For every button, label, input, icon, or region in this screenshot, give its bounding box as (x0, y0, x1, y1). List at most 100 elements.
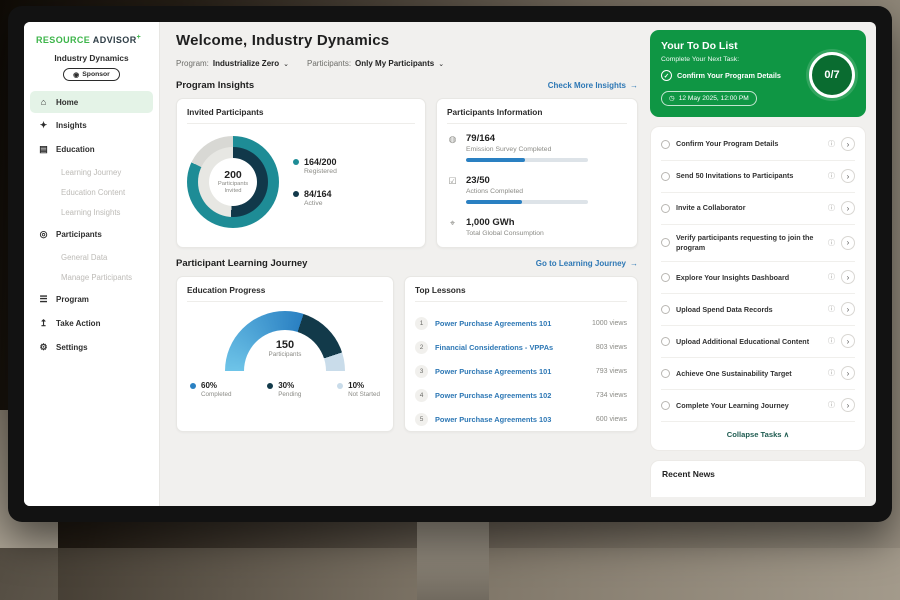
chevron-right-button[interactable]: › (841, 334, 855, 349)
recent-news-header[interactable]: Recent News (650, 459, 866, 497)
lesson-link[interactable]: Financial Considerations - VPPAs (435, 342, 554, 352)
task-checkbox[interactable] (661, 139, 670, 149)
sidebar-item-take-action[interactable]: ↥ Take Action (30, 312, 153, 335)
org-name: Industry Dynamics (54, 53, 129, 63)
program-insights-header: Program Insights Check More Insights → (176, 80, 638, 91)
todo-task-row[interactable]: Achieve One Sustainability Target ⓘ › (661, 358, 855, 390)
todo-task-row[interactable]: Complete Your Learning Journey ⓘ › (661, 390, 855, 422)
legend-active: 84/164 Active (293, 189, 337, 207)
lesson-views: 793 views (595, 367, 627, 375)
todo-progress-ring: 0/7 (809, 52, 855, 98)
chevron-right-button[interactable]: › (841, 169, 855, 183)
sidebar-item-program[interactable]: ☰ Program (30, 288, 153, 311)
program-filter-value: Industrialize Zero (212, 59, 280, 68)
program-filter-dropdown[interactable]: Program: Industrialize Zero ⌄ (176, 59, 289, 68)
stat-global-consumption: ⌖ 1,000 GWh Total Global Consumption (447, 217, 627, 242)
todo-tasks-card: Confirm Your Program Details ⓘ › Send 50… (650, 125, 866, 451)
gauge-center-value: 150 (275, 339, 295, 351)
chevron-right-button[interactable]: › (841, 235, 855, 250)
chevron-right-button[interactable]: › (841, 302, 855, 317)
sidebar-item-education[interactable]: ▤ Education (30, 138, 153, 161)
todo-task-row[interactable]: Explore Your Insights Dashboard ⓘ › (661, 262, 855, 294)
check-more-insights-link[interactable]: Check More Insights → (548, 81, 638, 90)
task-checkbox[interactable] (661, 272, 670, 282)
lesson-link[interactable]: Power Purchase Agreements 103 (435, 414, 552, 424)
chevron-right-button[interactable]: › (841, 137, 855, 151)
sidebar-item-label: Take Action (56, 319, 101, 328)
sidebar-item-learning-journey[interactable]: Learning Journey (61, 167, 122, 177)
sidebar-item-education-content[interactable]: Education Content (61, 187, 126, 197)
chevron-right-icon: › (846, 203, 850, 213)
chevron-right-button[interactable]: › (841, 398, 855, 413)
todo-task-row[interactable]: Verify participants requesting to join t… (661, 225, 855, 262)
chevron-right-button[interactable]: › (841, 201, 855, 215)
sidebar-item-settings[interactable]: ⚙ Settings (30, 336, 153, 359)
lesson-link[interactable]: Power Purchase Agreements 101 (435, 366, 552, 376)
todo-summary-card: Your To Do List Complete Your Next Task:… (650, 30, 866, 117)
chevron-right-button[interactable]: › (841, 366, 855, 381)
todo-title: Your To Do List (661, 40, 738, 52)
legend-value: 30% (278, 381, 295, 390)
stat-label: Emission Survey Completed (466, 146, 552, 153)
check-icon: ✓ (663, 72, 670, 80)
info-icon: ⓘ (828, 370, 835, 378)
logo-plus: + (136, 34, 142, 41)
invited-chart-body: 200 Participants Invited (187, 133, 415, 228)
lesson-row: 3 Power Purchase Agreements 101 793 view… (415, 359, 627, 383)
task-checkbox[interactable] (661, 171, 670, 181)
legend-not-started: 10% Not Started (337, 381, 380, 398)
todo-task-row[interactable]: Confirm Your Program Details ⓘ › (661, 129, 855, 161)
lesson-row: 5 Power Purchase Agreements 103 600 view… (415, 407, 627, 431)
lesson-link[interactable]: Power Purchase Agreements 102 (435, 390, 552, 400)
sidebar-item-general-data[interactable]: General Data (61, 252, 108, 262)
legend-dot-registered (293, 159, 299, 165)
sidebar-item-label: Settings (56, 343, 88, 352)
stat-actions-completed: ☑ 23/50 Actions Completed (447, 175, 627, 204)
learning-card-row: Education Progress 150 Participants (176, 276, 638, 432)
sidebar-item-manage-participants[interactable]: Manage Participants (61, 272, 133, 282)
task-label: Achieve One Sustainability Target (676, 368, 792, 378)
chevron-right-icon: › (846, 368, 850, 378)
insights-card-row: Invited Participants 200 Participants In… (176, 98, 638, 248)
todo-task-row[interactable]: Send 50 Invitations to Participants ⓘ › (661, 161, 855, 193)
todo-task-row[interactable]: Invite a Collaborator ⓘ › (661, 193, 855, 225)
legend-label: Active (304, 200, 323, 207)
legend-dot-pending (267, 383, 274, 389)
app-screen: RESOURCE ADVISOR+ Industry Dynamics ◉ Sp… (24, 22, 876, 506)
check-circle-icon: ✓ (661, 70, 672, 81)
todo-task-row[interactable]: Upload Spend Data Records ⓘ › (661, 294, 855, 326)
lesson-views: 1000 views (591, 319, 627, 327)
todo-task-row[interactable]: Upload Additional Educational Content ⓘ … (661, 326, 855, 358)
stat-value: 79/164 (466, 133, 496, 144)
task-checkbox[interactable] (661, 336, 670, 346)
sidebar-item-insights[interactable]: ✦ Insights (30, 114, 153, 137)
todo-subtitle: Complete Your Next Task: (661, 56, 740, 63)
sidebar-item-learning-insights[interactable]: Learning Insights (61, 207, 121, 217)
task-checkbox[interactable] (661, 400, 670, 410)
task-checkbox[interactable] (661, 238, 670, 248)
chevron-right-button[interactable]: › (841, 270, 855, 285)
invited-participants-card: Invited Participants 200 Participants In… (176, 98, 426, 248)
stat-value: 1,000 GWh (466, 217, 515, 228)
task-checkbox[interactable] (661, 203, 670, 213)
sidebar-item-home[interactable]: ⌂ Home (30, 91, 153, 113)
lesson-link[interactable]: Power Purchase Agreements 101 (435, 318, 552, 328)
take-action-icon: ↥ (39, 318, 48, 328)
task-label: Verify participants requesting to join t… (676, 233, 814, 252)
task-checkbox[interactable] (661, 304, 670, 314)
sidebar-item-label: Participants (56, 230, 102, 239)
collapse-tasks-button[interactable]: Collapse Tasks ∧ (661, 422, 855, 448)
info-icon: ⓘ (828, 338, 835, 346)
link-label: Check More Insights (547, 81, 626, 90)
lesson-rank: 5 (415, 412, 428, 426)
legend-registered: 164/200 Registered (293, 157, 337, 175)
todo-next-task[interactable]: ✓ Confirm Your Program Details (661, 70, 806, 81)
task-checkbox[interactable] (661, 368, 670, 378)
checklist-icon: ☑ (448, 176, 457, 186)
sidebar-item-participants[interactable]: ◎ Participants (30, 223, 153, 246)
arrow-right-icon: → (630, 259, 638, 268)
legend-value: 60% (201, 381, 218, 390)
chevron-right-icon: › (846, 400, 850, 410)
go-to-learning-journey-link[interactable]: Go to Learning Journey → (536, 259, 638, 268)
participants-filter-dropdown[interactable]: Participants: Only My Participants ⌄ (307, 59, 444, 68)
